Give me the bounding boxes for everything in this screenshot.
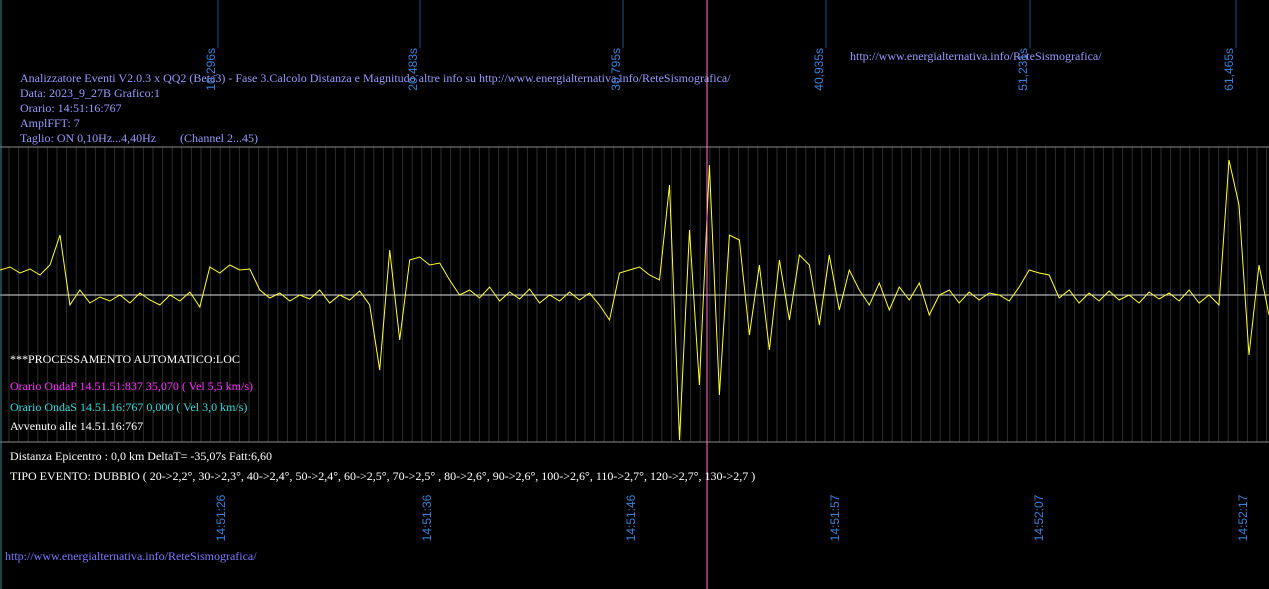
top-tick-label: 40,935s [812,48,826,91]
url-bottom: http://www.energialternativa.info/ReteSi… [5,549,257,563]
bottom-tick-label: 14:51:57 [828,494,842,541]
bottom-tick-label: 14:51:46 [624,494,638,541]
bottom-tick-label: 14:51:26 [214,494,228,541]
waveform [0,159,1269,441]
tipo-evento: TIPO EVENTO: DUBBIO ( 20->2,2°, 30->2,3°… [10,469,755,483]
top-tick-label: 10,296s [204,48,218,91]
header-line: Analizzatore Eventi V2.0.3 x QQ2 (Beta3)… [20,71,731,85]
top-tick-label: 51,231s [1016,48,1030,91]
bottom-tick-label: 14:52:07 [1032,494,1046,541]
top-tick-label: 30,795s [609,48,623,91]
bottom-tick-label: 14:51:36 [420,494,434,541]
onda-s: Orario OndaS 14.51.16:767 0,000 ( Vel 3,… [10,400,247,414]
channel: (Channel 2...45) [180,131,258,145]
distanza: Distanza Epicentro : 0,0 km DeltaT= -35,… [10,449,272,463]
bottom-tick-label: 14:52:17 [1236,494,1250,541]
url-top: http://www.energialternativa.info/ReteSi… [850,49,1102,63]
header-line: Taglio: ON 0,10Hz...4,40Hz [20,131,156,145]
header-line: Data: 2023_9_27B Grafico:1 [20,86,160,100]
header-line: Orario: 14:51:16:767 [20,101,122,115]
top-tick-label: 20,483s [406,48,420,91]
onda-p: Orario OndaP 14.51.51:837 35,070 ( Vel 5… [10,379,253,393]
top-tick-label: 61,465s [1222,48,1236,91]
header-line: AmplFFT: 7 [20,116,80,130]
avvenuto: Avvenuto alle 14.51.16:767 [10,419,143,433]
processing-title: ***PROCESSAMENTO AUTOMATICO:LOC [10,352,240,366]
